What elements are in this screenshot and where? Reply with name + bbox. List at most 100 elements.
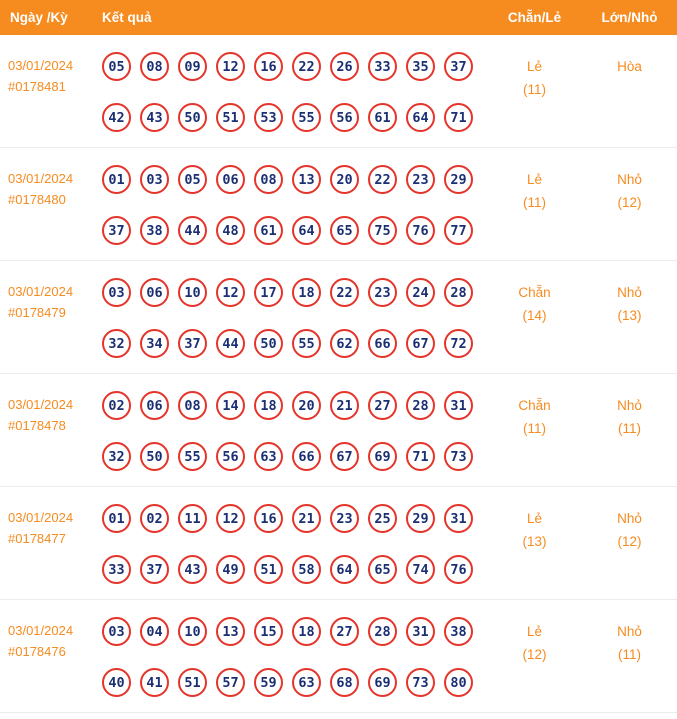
number-ball: 03 [102,278,131,307]
header-date-column: Ngày /Kỳ [10,10,68,25]
number-line: 32 34 37 44 50 55 62 66 67 72 [102,329,487,358]
bigsmall-count: (11) [617,420,641,436]
number-ball: 40 [102,668,131,697]
number-ball: 29 [444,165,473,194]
number-ball: 33 [368,52,397,81]
number-ball: 08 [254,165,283,194]
number-ball: 67 [406,329,435,358]
bigsmall-count: (12) [617,533,642,549]
number-ball: 61 [368,103,397,132]
date-cell: 03/01/2024 #0178479 [0,278,92,358]
row-draw-id: #0178481 [8,78,66,94]
number-line: 42 43 50 51 53 55 56 61 64 71 [102,103,487,132]
number-line: 02 06 08 14 18 20 21 27 28 31 [102,391,487,420]
number-ball: 76 [444,555,473,584]
bigsmall-value: Nhỏ [617,285,642,300]
result-row: 03/01/2024 #0178476 03 04 10 13 15 18 27 28 31 38 40… [0,600,677,713]
number-ball: 55 [292,329,321,358]
number-ball: 18 [292,617,321,646]
number-ball: 48 [216,216,245,245]
numbers-grid: 03 04 10 13 15 18 27 28 31 38 40 41 51 57 59 63 68 69 73 80 [92,617,487,697]
number-ball: 20 [330,165,359,194]
number-ball: 64 [330,555,359,584]
evenodd-value: Lẻ [526,59,543,74]
number-ball: 09 [178,52,207,81]
row-date: 03/01/2024 [8,623,74,638]
evenodd-value: Lẻ [526,624,543,639]
number-ball: 76 [406,216,435,245]
number-ball: 31 [444,504,473,533]
numbers-grid: 01 03 05 06 08 13 20 22 23 29 37 38 44 48 61 64 65 75 76 77 [92,165,487,245]
number-ball: 64 [292,216,321,245]
bigsmall-cell: Nhỏ (12) [582,165,677,245]
number-line: 32 50 55 56 63 66 67 69 71 73 [102,442,487,471]
number-ball: 02 [102,391,131,420]
number-ball: 10 [178,278,207,307]
evenodd-cell: Lẻ (11) [487,165,582,245]
number-ball: 27 [330,617,359,646]
number-ball: 56 [330,103,359,132]
bigsmall-value: Nhỏ [617,172,642,187]
row-date: 03/01/2024 [8,284,74,299]
bigsmall-value: Hòa [617,59,642,74]
number-ball: 11 [178,504,207,533]
number-ball: 13 [292,165,321,194]
number-ball: 01 [102,504,131,533]
number-ball: 61 [254,216,283,245]
number-ball: 33 [102,555,131,584]
number-ball: 80 [444,668,473,697]
number-ball: 66 [292,442,321,471]
number-ball: 57 [216,668,245,697]
row-date: 03/01/2024 [8,58,74,73]
number-ball: 65 [368,555,397,584]
number-ball: 23 [368,278,397,307]
bigsmall-cell: Hòa [582,52,677,132]
number-ball: 37 [178,329,207,358]
number-ball: 31 [406,617,435,646]
number-ball: 64 [406,103,435,132]
number-ball: 03 [140,165,169,194]
number-ball: 69 [368,668,397,697]
number-ball: 75 [368,216,397,245]
number-ball: 38 [444,617,473,646]
number-ball: 50 [178,103,207,132]
number-ball: 22 [368,165,397,194]
number-ball: 69 [368,442,397,471]
number-ball: 34 [140,329,169,358]
results-body: 03/01/2024 #0178481 05 08 09 12 16 22 26 33 35 37 42… [0,35,677,713]
date-cell: 03/01/2024 #0178478 [0,391,92,471]
number-ball: 21 [292,504,321,533]
number-ball: 51 [178,668,207,697]
date-cell: 03/01/2024 #0178480 [0,165,92,245]
row-draw-id: #0178479 [8,304,66,320]
bigsmall-value: Nhỏ [617,511,642,526]
evenodd-count: (11) [522,194,546,210]
number-ball: 29 [406,504,435,533]
number-ball: 44 [216,329,245,358]
bigsmall-cell: Nhỏ (11) [582,391,677,471]
number-ball: 28 [406,391,435,420]
row-draw-id: #0178477 [8,530,66,546]
number-ball: 04 [140,617,169,646]
number-ball: 50 [140,442,169,471]
number-line: 03 04 10 13 15 18 27 28 31 38 [102,617,487,646]
evenodd-count: (12) [522,646,547,662]
number-ball: 06 [216,165,245,194]
number-ball: 63 [292,668,321,697]
number-ball: 12 [216,278,245,307]
number-ball: 37 [102,216,131,245]
evenodd-count: (11) [522,81,546,97]
numbers-grid: 01 02 11 12 16 21 23 25 29 31 33 37 43 49 51 58 64 65 74 76 [92,504,487,584]
result-row: 03/01/2024 #0178479 03 06 10 12 17 18 22 23 24 28 32… [0,261,677,374]
number-ball: 66 [368,329,397,358]
number-ball: 77 [444,216,473,245]
number-line: 01 03 05 06 08 13 20 22 23 29 [102,165,487,194]
number-ball: 06 [140,391,169,420]
row-date: 03/01/2024 [8,510,74,525]
evenodd-cell: Lẻ (11) [487,52,582,132]
result-row: 03/01/2024 #0178478 02 06 08 14 18 20 21 27 28 31 32… [0,374,677,487]
row-date: 03/01/2024 [8,171,74,186]
number-line: 37 38 44 48 61 64 65 75 76 77 [102,216,487,245]
date-cell: 03/01/2024 #0178477 [0,504,92,584]
